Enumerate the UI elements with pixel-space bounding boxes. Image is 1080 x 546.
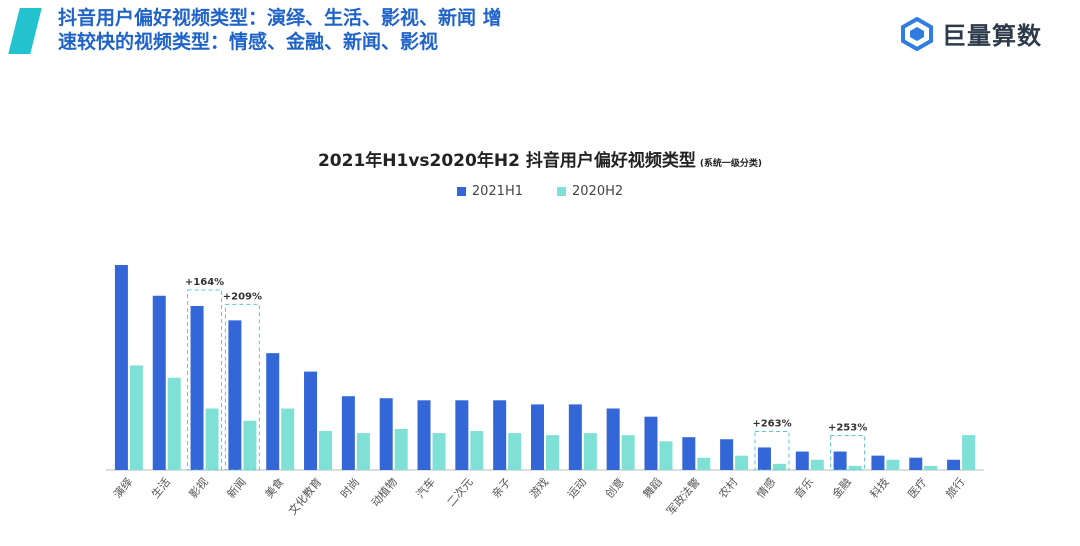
chart-subtitle: (系统一级分类) <box>699 159 763 169</box>
x-tick-label: 二次元 <box>444 475 476 509</box>
bar-2020h2 <box>129 365 143 470</box>
bar-2021h1 <box>568 404 582 470</box>
bar-2021h1 <box>341 396 355 470</box>
bar-2021h1 <box>417 400 431 470</box>
x-tick-label: 情感 <box>754 476 778 501</box>
bar-2021h1 <box>909 457 923 470</box>
chart-title: 2021年H1vs2020年H2 抖音用户偏好视频类型 (系统一级分类) <box>0 146 1080 171</box>
bar-2020h2 <box>546 435 559 470</box>
x-tick-label: 时尚 <box>337 475 362 501</box>
bar-2020h2 <box>659 441 673 470</box>
growth-highlight-box <box>754 430 790 471</box>
x-tick-label: 音乐 <box>791 475 816 501</box>
bar-2020h2 <box>356 433 370 470</box>
bar-2021h1 <box>947 459 961 470</box>
bar-2021h1 <box>682 437 696 470</box>
page-headline: 抖音用户偏好视频类型：演绎、生活、影视、新闻 增速较快的视频类型：情感、金融、新… <box>58 7 502 53</box>
x-tick-label: 创意 <box>602 475 627 501</box>
bar-2021h1 <box>757 447 771 470</box>
growth-label: +263% <box>752 418 791 429</box>
bar-2020h2 <box>962 435 976 470</box>
legend-item-2020h2: 2020H2 <box>557 184 623 199</box>
bar-2020h2 <box>810 459 824 470</box>
bar-2021h1 <box>720 439 734 470</box>
x-tick-label: 动植物 <box>368 475 400 509</box>
bar-2020h2 <box>319 431 333 470</box>
bar-2020h2 <box>735 455 749 470</box>
bar-2020h2 <box>772 463 786 470</box>
growth-label: +209% <box>223 291 262 302</box>
bar-2020h2 <box>508 433 522 470</box>
bar-2020h2 <box>281 408 295 470</box>
legend-label-2020h2: 2020H2 <box>572 184 624 199</box>
bar-2020h2 <box>621 435 635 470</box>
x-tick-label: 农村 <box>716 475 741 501</box>
legend-swatch-2021h1 <box>456 187 466 196</box>
bar-2020h2 <box>470 431 484 470</box>
bar-2021h1 <box>152 295 166 470</box>
x-tick-label: 金融 <box>829 475 854 501</box>
bar-2021h1 <box>379 398 393 470</box>
bar-2020h2 <box>167 377 181 470</box>
chart-legend: 2021H1 2020H2 <box>0 184 1080 199</box>
bar-2021h1 <box>114 265 128 470</box>
brand-name: 巨量算数 <box>942 22 1042 50</box>
bar-2021h1 <box>871 455 885 470</box>
x-tick-label: 游戏 <box>527 476 551 501</box>
growth-label: +253% <box>828 423 867 434</box>
x-tick-label: 医疗 <box>905 475 930 501</box>
growth-label: +164% <box>185 277 224 288</box>
x-tick-label: 生活 <box>148 475 173 501</box>
x-tick-label: 运动 <box>565 476 589 501</box>
bar-2020h2 <box>886 459 900 470</box>
bar-2021h1 <box>190 306 204 470</box>
x-tick-label: 汽车 <box>413 475 438 501</box>
bar-2021h1 <box>304 371 318 470</box>
chart-title-text: 2021年H1vs2020年H2 抖音用户偏好视频类型 <box>317 151 696 171</box>
bar-2021h1 <box>644 416 658 470</box>
bar-2020h2 <box>924 465 938 470</box>
bar-2021h1 <box>266 353 280 470</box>
bar-2020h2 <box>697 457 711 470</box>
x-tick-label: 亲子 <box>489 475 514 501</box>
growth-highlight-box <box>187 289 223 471</box>
bar-2021h1 <box>833 451 847 470</box>
bar-2021h1 <box>228 320 242 470</box>
x-tick-label: 影视 <box>186 475 211 501</box>
bar-2020h2 <box>848 465 862 470</box>
bar-2020h2 <box>583 433 597 470</box>
bar-2020h2 <box>394 429 408 470</box>
legend-item-2021h1: 2021H1 <box>456 184 523 199</box>
x-tick-label: 旅行 <box>943 475 968 501</box>
brand-icon <box>901 16 933 51</box>
brand-logo: 巨量算数 <box>900 16 1042 51</box>
x-tick-label: 文化教育 <box>285 475 324 518</box>
bar-2021h1 <box>531 404 544 470</box>
growth-highlight-box <box>830 435 866 471</box>
bar-2021h1 <box>493 400 507 470</box>
x-tick-label: 新闻 <box>224 475 249 501</box>
x-tick-label: 舞蹈 <box>641 476 665 501</box>
bar-2021h1 <box>795 451 809 470</box>
x-tick-label: 军政法警 <box>664 475 703 518</box>
growth-highlight-box <box>224 303 260 471</box>
x-tick-label: 演绎 <box>110 475 135 501</box>
bar-2020h2 <box>243 420 257 470</box>
legend-swatch-2020h2 <box>557 187 566 196</box>
bar-2021h1 <box>455 400 469 470</box>
bar-2021h1 <box>606 408 620 470</box>
legend-label-2021h1: 2021H1 <box>471 184 523 199</box>
bar-2020h2 <box>205 408 219 470</box>
x-tick-label: 科技 <box>867 475 892 501</box>
bar-2020h2 <box>432 433 446 470</box>
x-tick-label: 美食 <box>262 475 287 501</box>
